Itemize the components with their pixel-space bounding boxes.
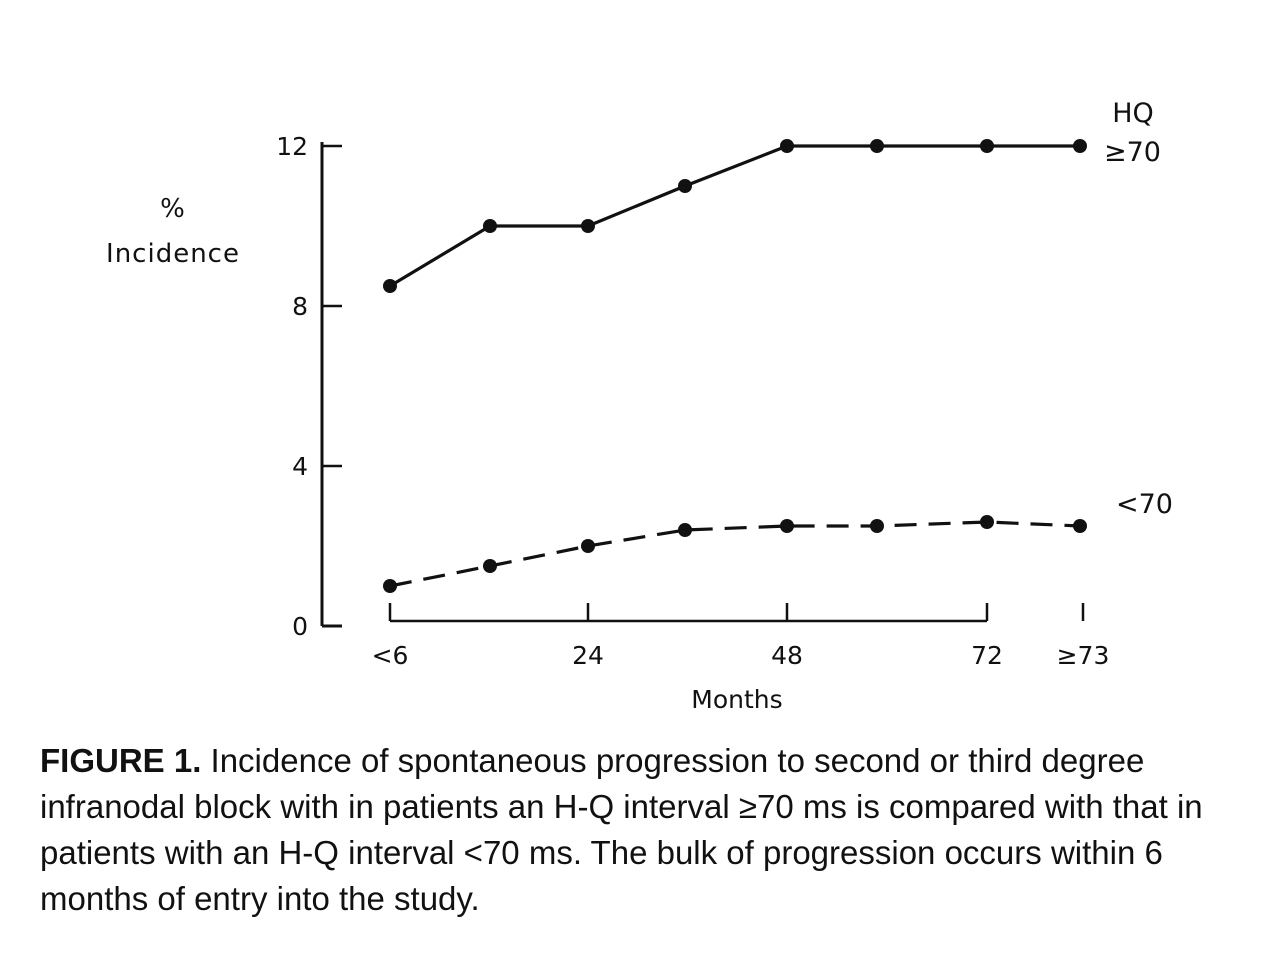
- data-point: [870, 519, 884, 533]
- series-group-label-hq: HQ: [1112, 98, 1154, 129]
- data-point: [581, 539, 595, 553]
- series-group: [383, 139, 1087, 593]
- data-point: [678, 179, 692, 193]
- y-tick-label: 12: [276, 132, 308, 161]
- series-label-high: ≥70: [1104, 137, 1161, 168]
- x-tick-label: 24: [572, 641, 604, 670]
- y-axis-label: Incidence: [106, 239, 240, 269]
- x-tick-label: 48: [771, 641, 803, 670]
- data-point: [581, 219, 595, 233]
- data-point: [1073, 139, 1087, 153]
- chart-axes: [320, 142, 342, 628]
- y-tick-label: 4: [292, 452, 308, 481]
- y-ticks: 0 4 8 12: [276, 132, 342, 641]
- data-point: [980, 515, 994, 529]
- data-point: [1073, 519, 1087, 533]
- data-point: [980, 139, 994, 153]
- caption-label: FIGURE 1.: [40, 742, 202, 779]
- x-tick-label: ≥73: [1057, 641, 1110, 670]
- data-point: [383, 279, 397, 293]
- data-point: [870, 139, 884, 153]
- y-tick-label: 0: [292, 612, 308, 641]
- figure-caption: FIGURE 1. Incidence of spontaneous progr…: [40, 738, 1245, 922]
- x-tick-label: 72: [971, 641, 1003, 670]
- caption-text: Incidence of spontaneous progression to …: [40, 742, 1203, 917]
- y-axis-label-percent: %: [160, 194, 186, 224]
- y-tick-label: 8: [292, 292, 308, 321]
- series-line-1: [389, 520, 1081, 588]
- data-point: [780, 519, 794, 533]
- data-point: [483, 219, 497, 233]
- x-axis-label: Months: [691, 685, 782, 714]
- data-point: [483, 559, 497, 573]
- series-label-low: <70: [1116, 489, 1173, 520]
- data-point: [383, 579, 397, 593]
- data-point: [678, 523, 692, 537]
- data-point: [780, 139, 794, 153]
- x-ticks: <6 24 48 72 ≥73: [372, 603, 1110, 670]
- series-line-0: [389, 144, 1080, 288]
- x-tick-label: <6: [372, 641, 409, 670]
